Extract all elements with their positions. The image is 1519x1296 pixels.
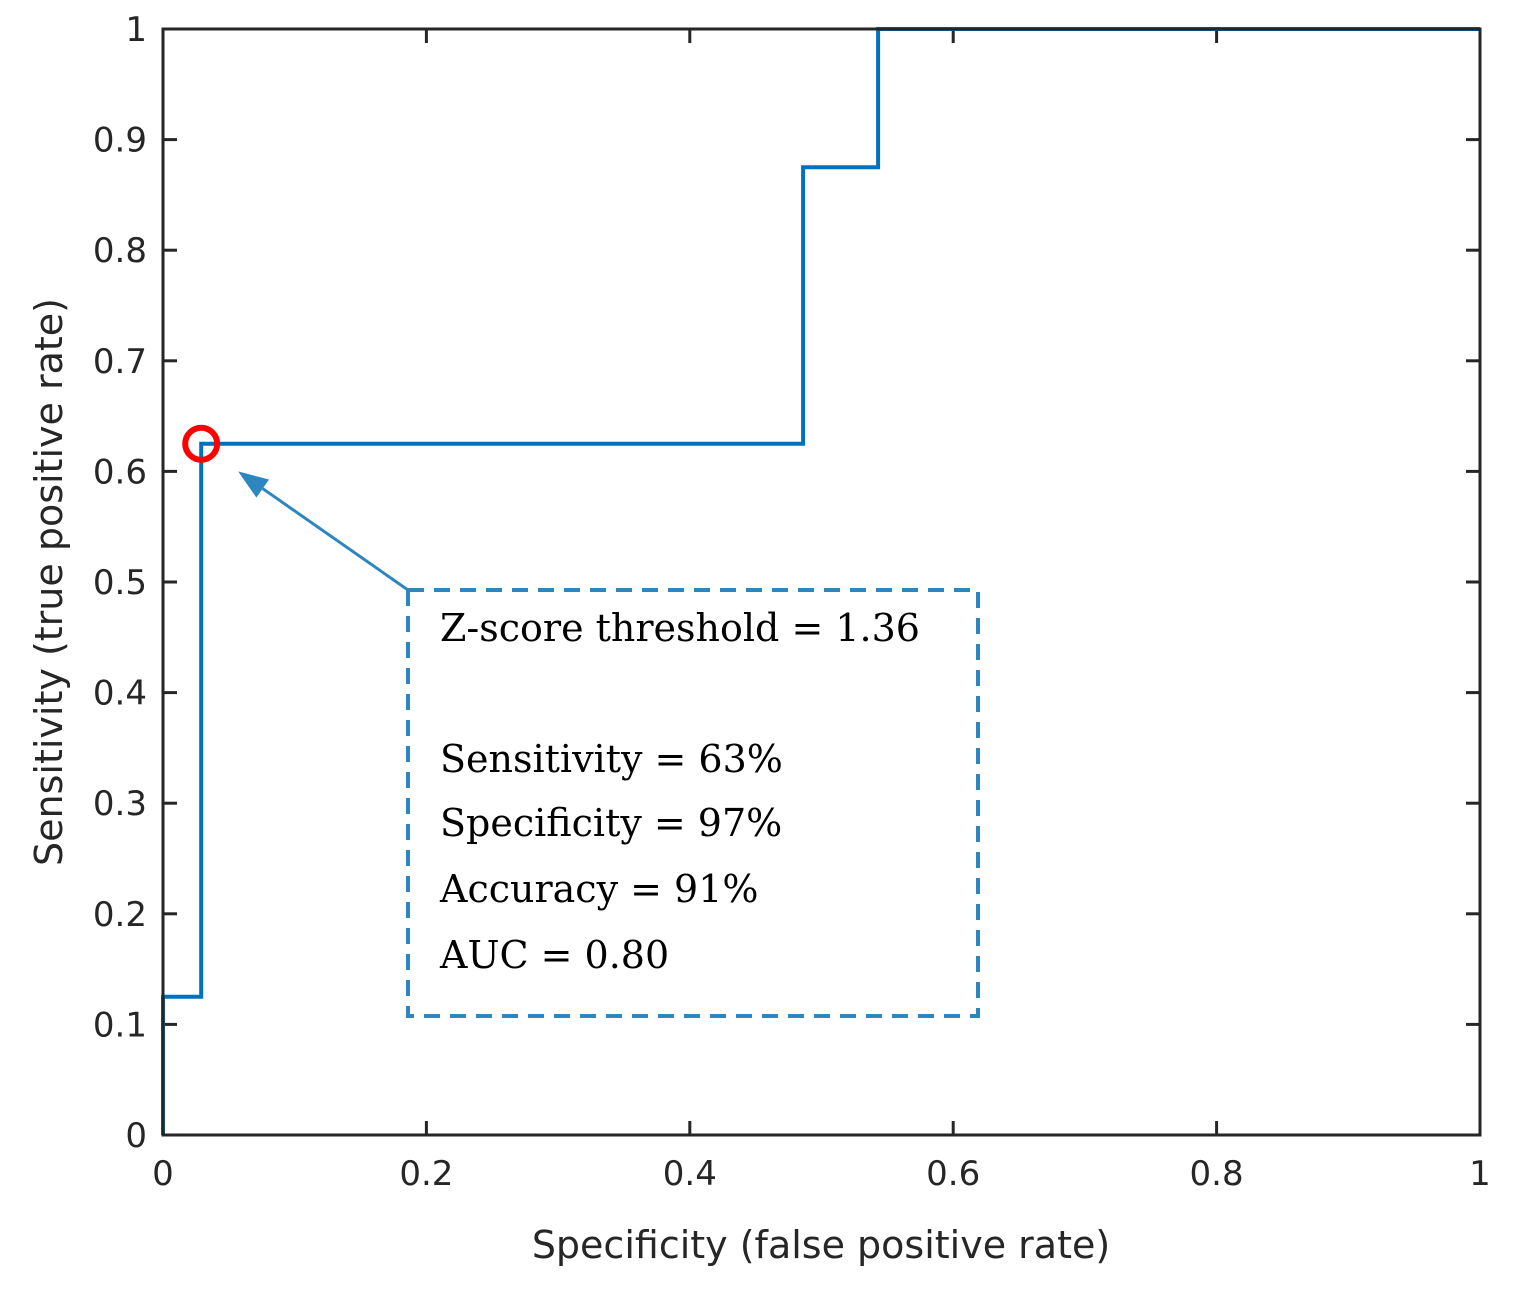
y-tick-label: 0.5 <box>93 563 147 603</box>
y-axis-title: Sensitivity (true positive rate) <box>27 298 71 866</box>
annotation-arrow-line <box>261 487 409 592</box>
y-tick-label: 0.4 <box>93 674 147 714</box>
y-tick-labels: 0 0.1 0.2 0.3 0.4 0.5 0.6 0.7 0.8 0.9 1 <box>93 10 147 1156</box>
annotation-box <box>406 588 980 1018</box>
y-tick-label: 0.3 <box>93 784 147 824</box>
y-tick-label: 1 <box>125 10 147 50</box>
y-tick-label: 0.8 <box>93 231 147 271</box>
y-tick-label: 0.7 <box>93 342 147 382</box>
x-tick-label: 1 <box>1469 1154 1491 1194</box>
annotation-line: Specificity = 97% <box>440 801 782 845</box>
y-tick-label: 0.9 <box>93 121 147 161</box>
plot-frame <box>161 27 1482 1137</box>
roc-curve-line <box>161 27 1480 1135</box>
optimal-threshold-marker <box>182 424 221 463</box>
annotation-line: AUC = 0.80 <box>439 933 669 977</box>
y-tick-label: 0.2 <box>93 895 147 935</box>
y-tick-label: 0.1 <box>93 1005 147 1045</box>
y-tick-label: 0.6 <box>93 452 147 492</box>
x-tick-label: 0.4 <box>663 1154 717 1194</box>
annotation-line: Accuracy = 91% <box>439 867 759 911</box>
x-tick-label: 0.8 <box>1190 1154 1244 1194</box>
x-tick-labels: 0 0.2 0.4 0.6 0.8 1 <box>152 1154 1491 1194</box>
y-tick-label: 0 <box>125 1116 147 1156</box>
annotation-layer: Z-score threshold = 1.36 Sensitivity = 63… <box>238 471 980 1018</box>
x-tick-label: 0 <box>152 1154 174 1194</box>
plot-area <box>163 29 1480 1135</box>
annotation-line: Sensitivity = 63% <box>440 737 783 781</box>
x-tick-label: 0.6 <box>926 1154 980 1194</box>
series-layer <box>161 27 1480 1135</box>
annotation-line: Z-score threshold = 1.36 <box>440 606 920 650</box>
annotation-arrow-head <box>238 471 269 498</box>
x-tick-label: 0.2 <box>399 1154 453 1194</box>
x-axis-title: Specificity (false positive rate) <box>532 1223 1110 1267</box>
